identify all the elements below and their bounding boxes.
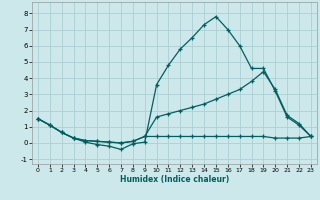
X-axis label: Humidex (Indice chaleur): Humidex (Indice chaleur) (120, 175, 229, 184)
